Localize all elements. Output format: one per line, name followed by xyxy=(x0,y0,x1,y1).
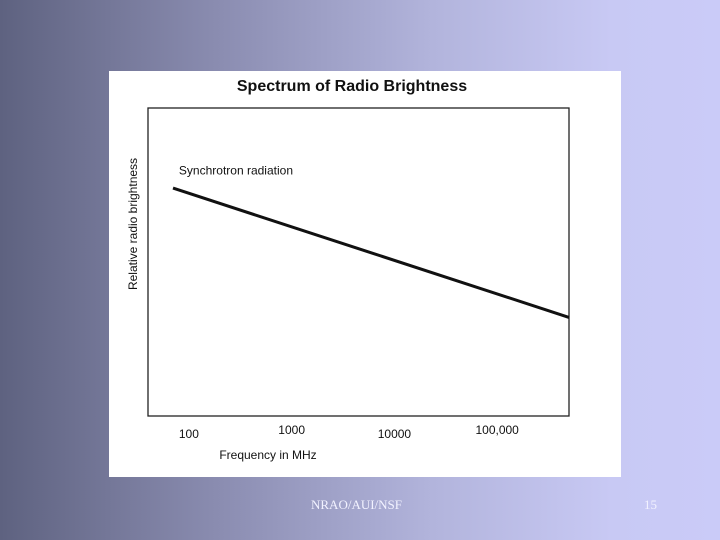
y-axis-label: Relative radio brightness xyxy=(126,158,140,290)
x-axis-label: Frequency in MHz xyxy=(219,448,316,462)
page-number: 15 xyxy=(644,497,657,512)
x-tick-label: 10000 xyxy=(378,427,412,441)
series-layer xyxy=(172,186,570,319)
chart-title: Spectrum of Radio Brightness xyxy=(237,78,467,95)
chart-panel xyxy=(109,71,621,477)
x-tick-label: 100 xyxy=(179,427,199,441)
annotation-label: Synchrotron radiation xyxy=(179,164,293,178)
series-line xyxy=(172,186,570,319)
x-tick-label: 100,000 xyxy=(475,423,519,437)
x-tick-labels: 100 1000 10000 100,000 xyxy=(179,423,519,441)
plot-area xyxy=(147,107,570,417)
footer-text: NRAO/AUI/NSF xyxy=(311,497,403,512)
x-tick-label: 1000 xyxy=(278,423,305,437)
annotation-layer: Synchrotron radiation xyxy=(179,164,293,178)
